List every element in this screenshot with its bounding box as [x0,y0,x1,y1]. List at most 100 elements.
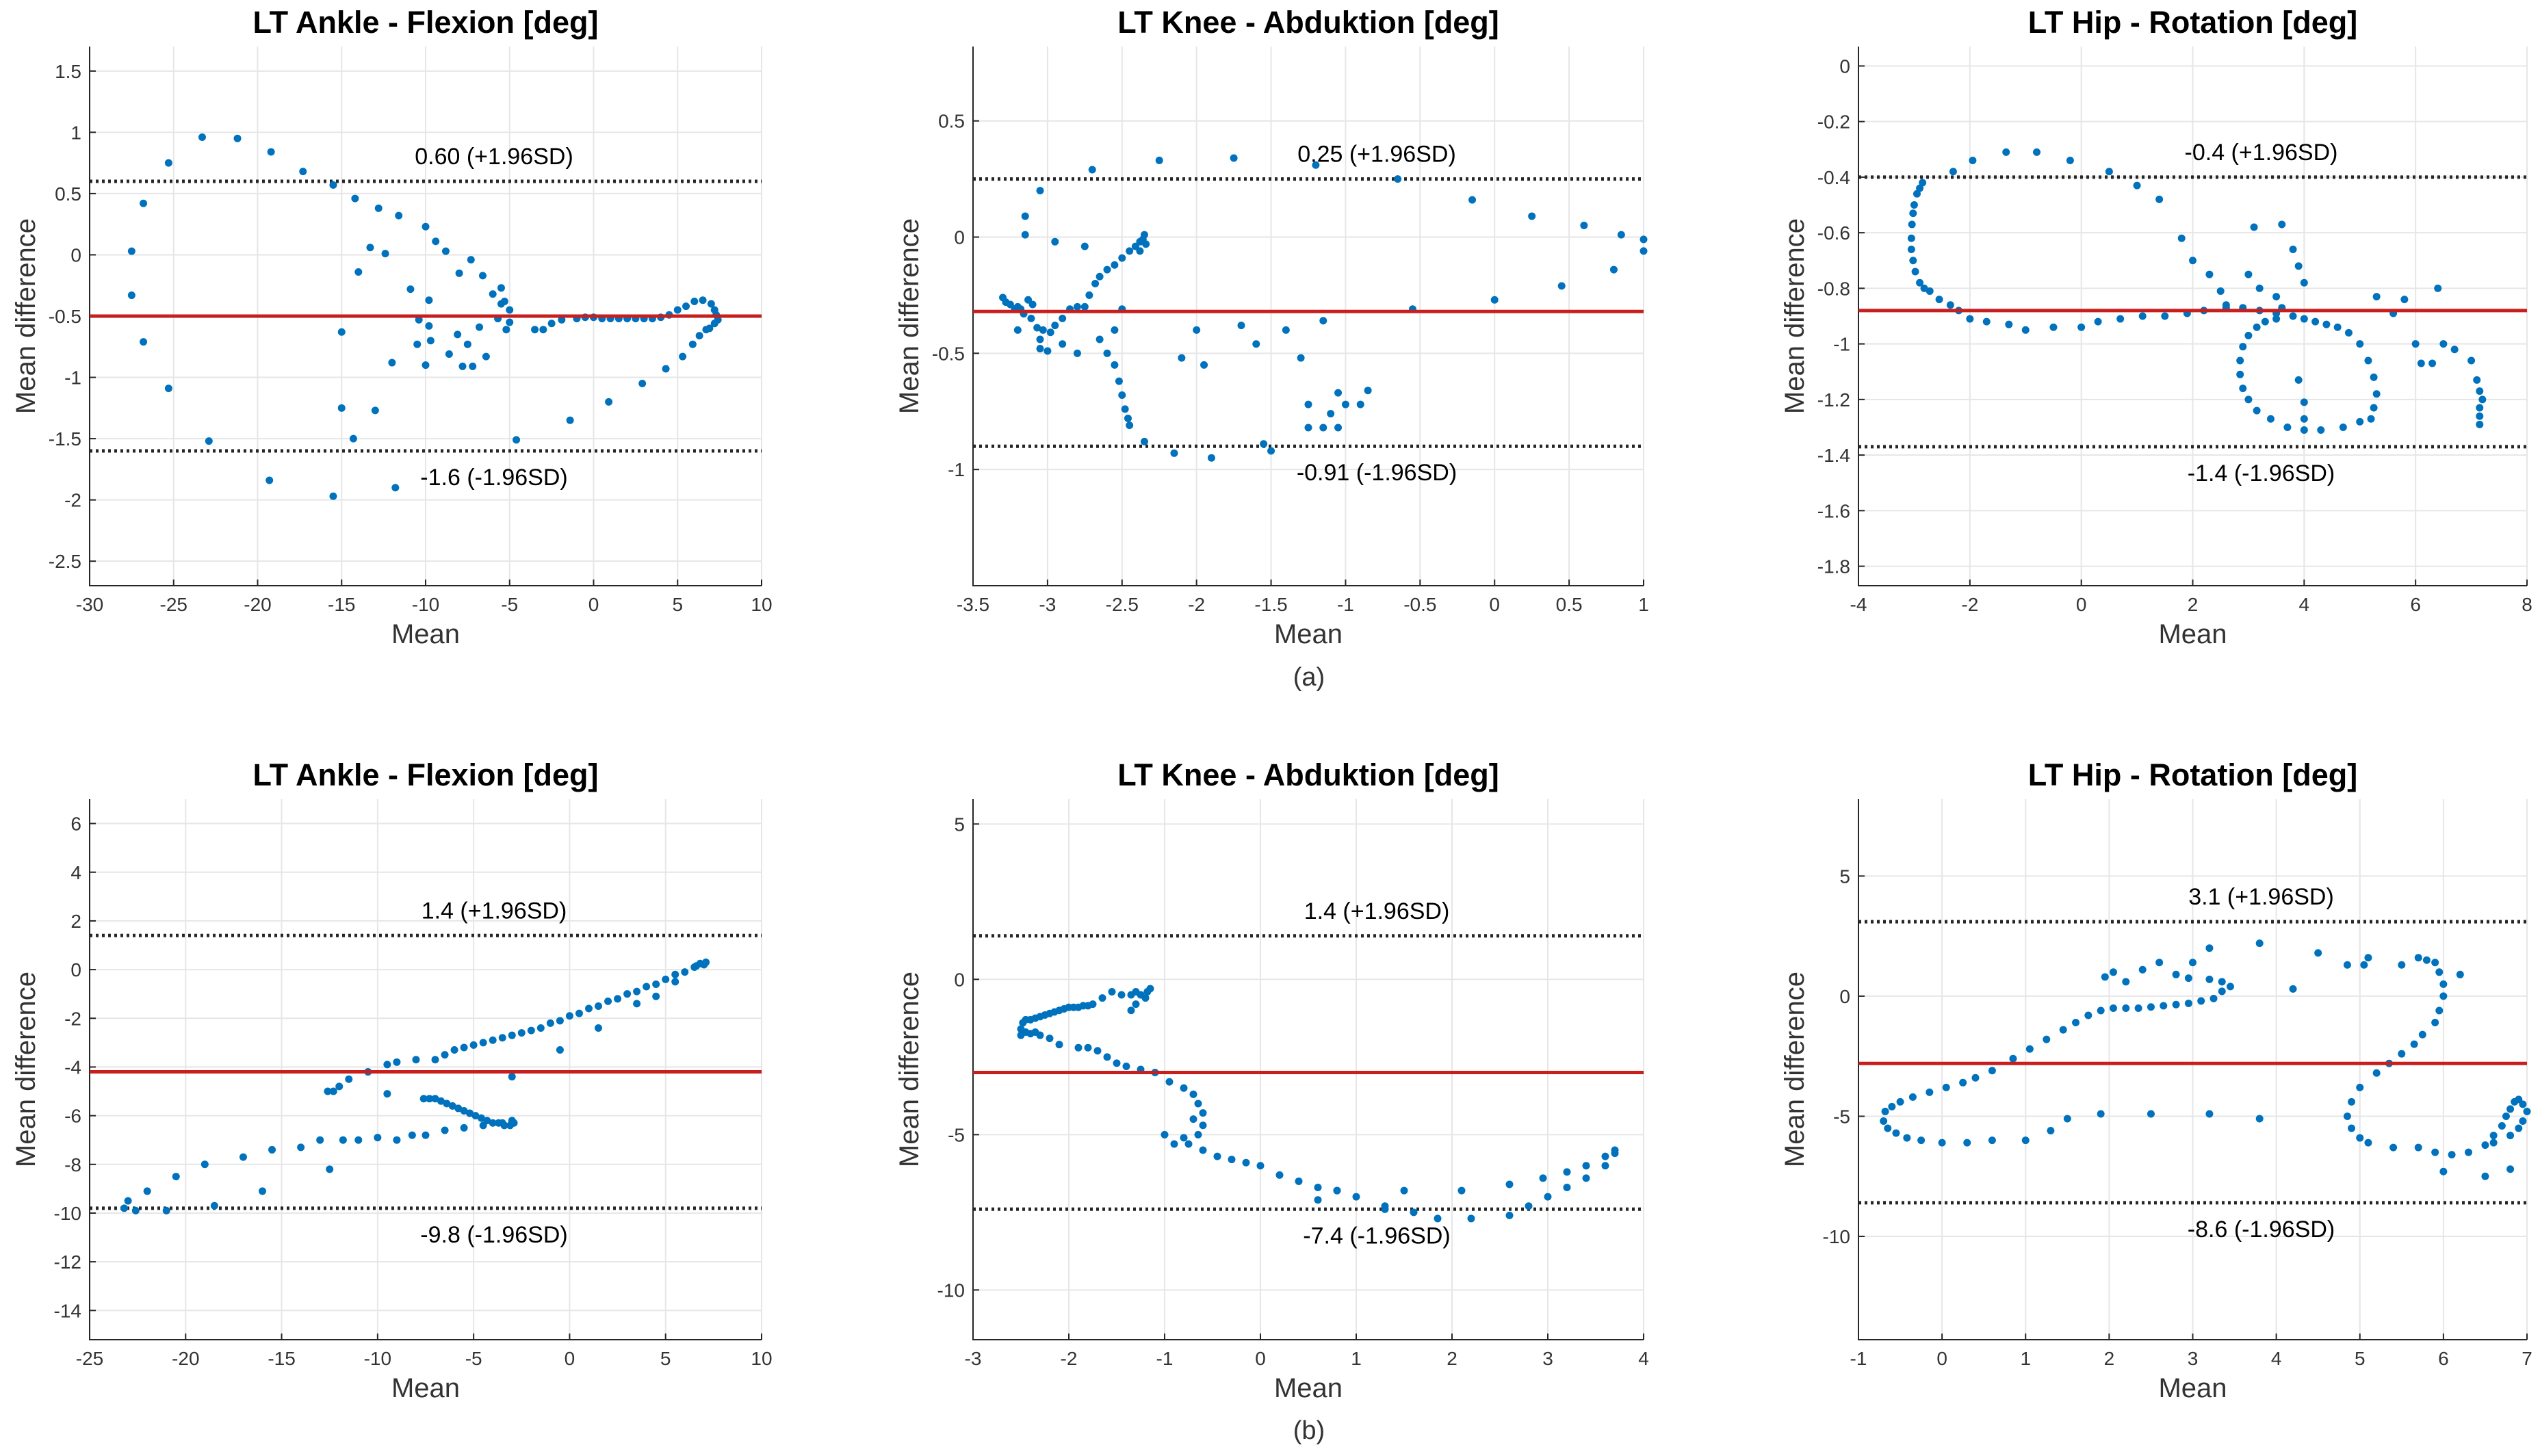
y-axis-label: Mean difference [894,218,924,414]
x-tick-label: 1 [2020,1348,2031,1369]
data-point [2283,423,2292,431]
data-point [393,1136,401,1144]
data-point [1036,1031,1044,1039]
data-point [2434,284,2442,292]
data-point [426,1095,434,1103]
data-point [463,340,471,348]
data-point [337,328,346,336]
x-tick-label: 0 [588,594,599,615]
x-tick-label: -25 [160,594,187,615]
data-point [2059,1026,2067,1034]
x-tick-label: -2 [1061,1348,1078,1369]
data-point [2239,385,2247,393]
data-point [445,350,453,359]
x-tick-label: -4 [1850,594,1867,615]
data-point [652,992,660,1000]
x-tick-label: 0 [1936,1348,1947,1369]
data-point [584,1004,593,1013]
y-tick-label: -0.6 [1817,222,1850,244]
data-point [2356,1134,2364,1142]
data-point [673,306,682,314]
data-point [1911,268,1919,276]
data-point [1563,1184,1571,1192]
data-point [1881,1107,1889,1115]
data-point [198,133,206,142]
data-point [2431,959,2439,967]
data-point [1230,154,1238,162]
data-point [324,1087,332,1095]
data-point [393,1058,401,1066]
data-point [2498,1122,2506,1130]
panels-container: -30 -25 -20 -15 -10 -5 0 5 10-2.5-2-1.5-1-0.500.… [11,5,2532,1403]
data-point [2147,1003,2155,1011]
data-point [1400,1186,1408,1195]
data-point [2172,970,2180,978]
data-point [1036,335,1044,343]
data-point [1926,1088,1934,1096]
data-point [1910,201,1918,209]
data-point [1356,400,1364,408]
upper-limit-label: 0.25 (+1.96SD) [1297,142,1456,168]
data-point [2478,395,2487,404]
data-point [1200,361,1208,369]
data-point [1089,1000,1097,1009]
data-point [1333,1186,1341,1195]
lower-limit-label: -0.91 (-1.96SD) [1297,460,1457,486]
data-point [1539,1174,1547,1182]
data-point [2367,415,2375,423]
data-point [476,323,484,331]
y-tick-label: 0.5 [938,111,965,132]
data-point [1314,1196,1322,1204]
data-point [2344,328,2353,337]
data-point [2476,420,2484,428]
data-point [2294,376,2303,384]
data-point [1907,246,1915,254]
data-point [2255,1115,2264,1123]
data-point [2177,234,2186,242]
data-point [508,1117,516,1125]
data-point [2360,961,2368,969]
data-point [345,1075,353,1083]
y-tick-label: -10 [54,1203,81,1224]
x-tick-label: -3 [1039,594,1056,615]
y-tick-label: -8 [64,1154,81,1175]
data-point [1237,322,1245,330]
data-point [406,285,415,294]
data-point [454,330,462,339]
lower-limit-label: -1.6 (-1.96SD) [420,465,567,491]
data-point [1103,349,1111,357]
x-tick-label: -30 [76,594,103,615]
data-point [1917,1136,1926,1145]
y-tick-label: -1.2 [1817,389,1850,411]
chart-title: LT Hip - Rotation [deg] [2028,5,2358,40]
data-point [1073,302,1081,311]
y-tick-label: -6 [64,1106,81,1127]
data-point [508,1073,516,1081]
data-point [2216,287,2225,295]
data-point [2253,323,2261,331]
data-point [1297,354,1305,362]
data-point [2101,973,2109,981]
data-point [1028,300,1037,309]
data-point [1113,1059,1121,1067]
x-axis-label: Mean [1274,619,1343,649]
chart-title: LT Hip - Rotation [deg] [2028,757,2358,792]
data-point [2364,356,2372,365]
y-tick-label: -5 [948,1124,965,1145]
data-point [1111,361,1119,369]
chart-title: LT Ankle - Flexion [deg] [253,5,599,40]
data-point [2160,1002,2168,1010]
data-point [536,1024,545,1032]
data-point [425,296,433,304]
data-point [556,1046,564,1054]
data-point [1118,391,1126,399]
data-point [1640,235,1648,244]
data-point [1341,400,1349,408]
data-point [1942,1083,1950,1091]
data-point [1242,1158,1250,1167]
data-point [259,1187,267,1195]
data-point [2439,980,2448,988]
x-tick-label: 4 [2299,594,2310,615]
data-point [1457,1186,1466,1195]
data-point [2077,323,2086,331]
